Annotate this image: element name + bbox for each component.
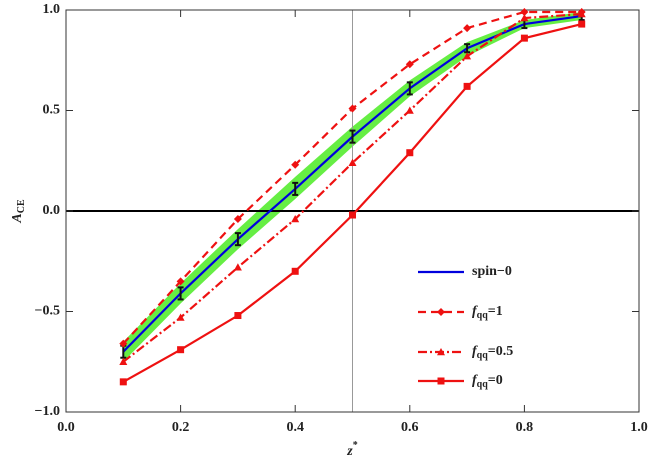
marker [176, 313, 185, 321]
y-label-sub: CE [16, 199, 27, 213]
marker [234, 312, 242, 320]
legend-marker [437, 377, 445, 385]
x-label-sup: * [353, 440, 358, 451]
legend-sub: qq [477, 350, 489, 361]
x-tick-label: 0.0 [57, 420, 75, 435]
x-tick-label: 0.4 [286, 420, 304, 435]
legend-rest: spin−0 [472, 264, 512, 279]
marker [577, 10, 586, 18]
marker [520, 34, 528, 42]
x-label-main: z [346, 444, 353, 459]
y-tick-label: −0.5 [35, 304, 60, 319]
marker [233, 215, 242, 224]
y-label-main: A [10, 213, 25, 223]
marker [177, 346, 185, 354]
error-bar [292, 181, 299, 196]
marker [578, 20, 586, 28]
marker [291, 160, 300, 169]
legend-italic: f [472, 304, 478, 319]
x-tick-label: 0.8 [516, 420, 534, 435]
legend-rest: =1 [488, 304, 503, 319]
marker [291, 215, 300, 223]
legend-italic: f [472, 373, 478, 388]
marker [520, 14, 529, 22]
marker [405, 106, 414, 114]
marker [233, 263, 242, 271]
legend-label: fqq=1 [472, 304, 503, 321]
marker [406, 149, 414, 157]
x-tick-label: 1.0 [630, 420, 648, 435]
x-tick-label: 0.2 [172, 420, 190, 435]
marker [463, 52, 472, 60]
x-axis-label: z* [346, 440, 357, 459]
legend-label: fqq=0.5 [472, 344, 513, 361]
y-tick-label: 0.0 [43, 203, 61, 218]
y-tick-label: 0.5 [43, 103, 61, 118]
series-line [122, 12, 582, 363]
y-tick-label: 1.0 [43, 2, 61, 17]
marker [405, 60, 414, 69]
marker [119, 339, 128, 348]
legend-rest: =0 [488, 373, 503, 388]
marker [463, 82, 471, 90]
legend-label: fqq=0 [472, 373, 503, 390]
marker [520, 8, 529, 17]
error-bar [234, 232, 241, 247]
marker [349, 211, 356, 219]
legend-italic: f [472, 344, 478, 359]
marker [463, 24, 472, 33]
marker [176, 277, 185, 286]
marker [119, 378, 127, 386]
marker [119, 357, 128, 365]
error-bar [349, 129, 356, 144]
legend-marker [437, 308, 445, 316]
marker [348, 104, 357, 113]
legend-label: spin−0 [472, 264, 512, 279]
legend-marker [437, 348, 445, 356]
legend-sub: qq [477, 379, 489, 390]
x-tick-label: 0.6 [401, 420, 419, 435]
y-tick-label: −1.0 [35, 404, 60, 419]
error-bar [177, 286, 184, 301]
legend-rest: =0.5 [488, 344, 513, 359]
marker [291, 267, 299, 275]
error-bar [406, 81, 413, 96]
error-bar [464, 43, 471, 54]
marker [348, 158, 357, 166]
y-axis-label: ACE [10, 199, 27, 224]
legend-sub: qq [477, 310, 489, 321]
